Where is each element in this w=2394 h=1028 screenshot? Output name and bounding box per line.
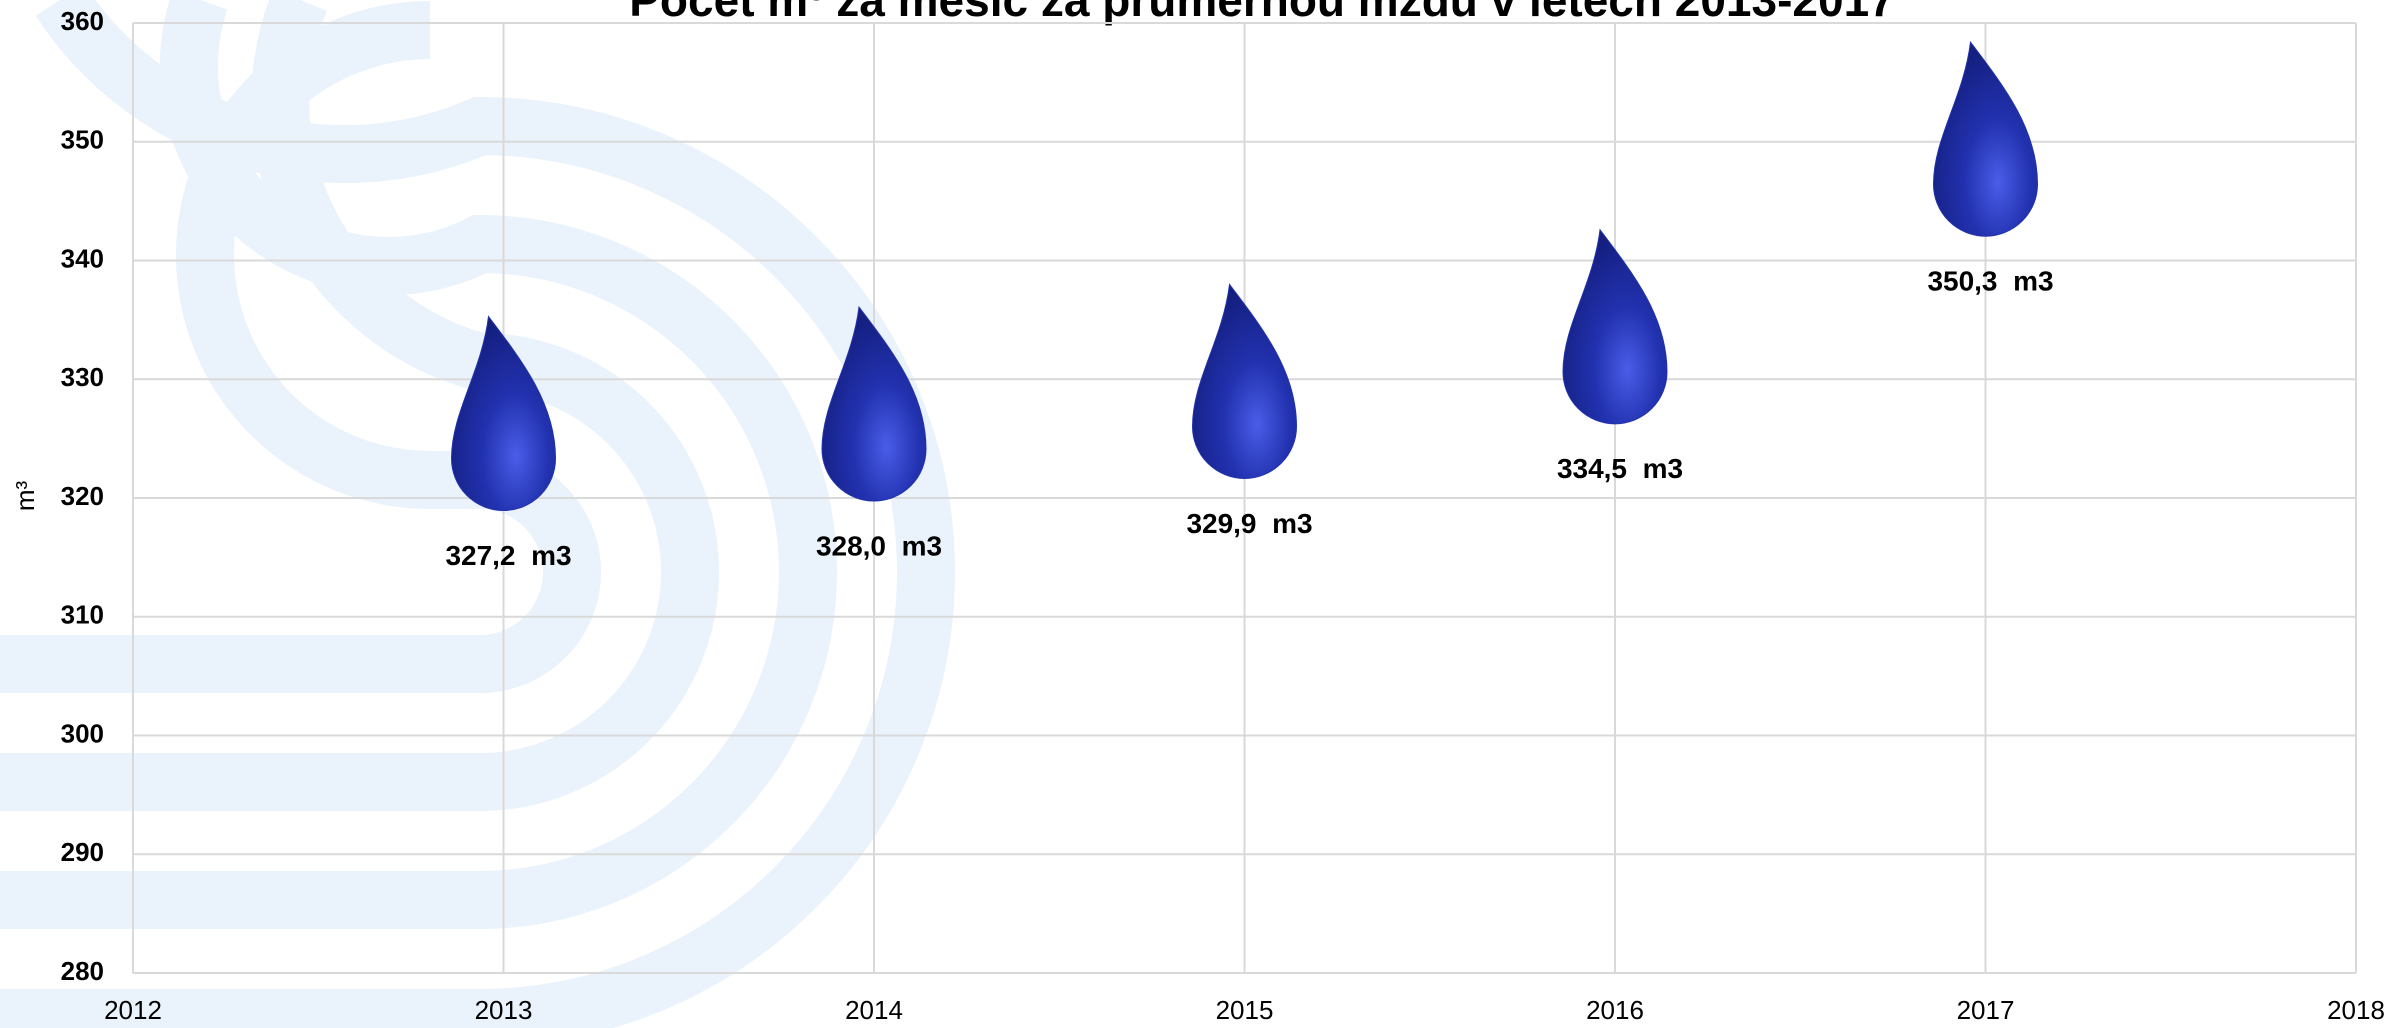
y-tick-label: 280 — [61, 956, 104, 986]
y-tick-label: 300 — [61, 718, 104, 748]
data-label: 328,0 m3 — [816, 530, 942, 561]
x-tick-label: 2017 — [1957, 995, 2015, 1025]
water-drop-marker — [450, 315, 557, 511]
background-stripes — [0, 0, 955, 1028]
data-label: 334,5 m3 — [1557, 453, 1683, 484]
data-label: 327,2 m3 — [445, 540, 571, 571]
y-tick-label: 310 — [61, 600, 104, 630]
data-label: 329,9 m3 — [1186, 508, 1312, 539]
x-tick-label: 2013 — [475, 995, 533, 1025]
x-tick-label: 2016 — [1586, 995, 1644, 1025]
y-tick-label: 360 — [61, 6, 104, 36]
y-tick-label: 330 — [61, 362, 104, 392]
y-tick-label: 290 — [61, 837, 104, 867]
y-tick-label: 340 — [61, 243, 104, 273]
x-tick-label: 2012 — [104, 995, 162, 1025]
water-drop-marker — [1932, 40, 2039, 237]
y-tick-label: 320 — [61, 481, 104, 511]
water-drop-marker — [1562, 228, 1668, 425]
y-tick-label: 350 — [61, 125, 104, 155]
data-label: 350,3 m3 — [1927, 266, 2053, 297]
x-tick-label: 2018 — [2327, 995, 2385, 1025]
y-axis-label: m³ — [10, 481, 40, 512]
water-drop-marker — [821, 305, 927, 502]
chart-title: Počet m³ za měsíc za průměrnou mzdu v le… — [629, 0, 1895, 26]
x-tick-label: 2014 — [845, 995, 903, 1025]
x-tick-label: 2015 — [1216, 995, 1274, 1025]
water-drop-marker — [1191, 283, 1298, 479]
